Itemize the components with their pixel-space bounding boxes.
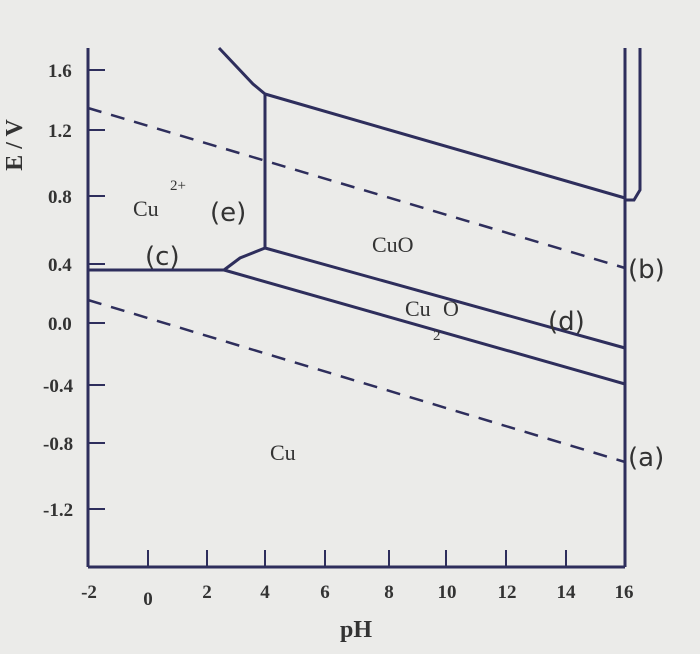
x-tick-label: 2 <box>202 582 212 603</box>
y-tick-label: 0.4 <box>48 255 72 276</box>
curve-label-e: (e) <box>210 198 246 228</box>
x-tick-label: 8 <box>384 582 394 603</box>
region-label-cuo: CuO <box>372 232 414 257</box>
region-label-cu2o-oxygen: O <box>443 296 459 321</box>
x-tick-label: 10 <box>438 582 457 603</box>
region-label-cu2plus-charge: 2+ <box>170 178 186 194</box>
boundary-cu2o-cu <box>223 268 626 386</box>
x-ticks <box>147 550 567 567</box>
y-tick-label: -0.8 <box>43 434 73 455</box>
x-tick-label: 6 <box>320 582 330 603</box>
x-axis-title: pH <box>340 617 372 643</box>
x-tick-label: 0 <box>143 589 153 610</box>
plot-frame <box>86 48 642 569</box>
y-tick-label: 0.8 <box>48 187 72 208</box>
x-tick-label: 12 <box>498 582 517 603</box>
x-tick-label: 16 <box>615 582 634 603</box>
y-axis-title: E / V <box>2 119 28 171</box>
curve-label-b: (b) <box>628 255 665 285</box>
curve-label-c: (c) <box>145 242 180 272</box>
y-ticks <box>88 69 105 510</box>
region-label-cu: Cu <box>270 440 296 465</box>
curve-label-a: (a) <box>628 443 664 473</box>
right-border-outer <box>625 48 642 202</box>
region-label-cu2o: Cu <box>405 296 431 321</box>
region-label-cu2o-subscript: 2 <box>433 328 441 344</box>
water-lines <box>87 106 626 464</box>
y-tick-label: -1.2 <box>43 500 73 521</box>
x-tick-label: 4 <box>260 582 270 603</box>
region-label-cu2plus: Cu <box>133 196 159 221</box>
y-tick-label: 1.6 <box>48 61 72 82</box>
x-tick-label: -2 <box>81 582 97 603</box>
y-tick-label: 1.2 <box>48 121 72 142</box>
boundary-cuo-upper <box>264 92 626 200</box>
y-tick-label: 0.0 <box>48 314 72 335</box>
dashed-line-a <box>87 298 626 464</box>
y-tick-label: -0.4 <box>43 376 74 397</box>
dashed-line-b <box>87 106 626 270</box>
x-tick-label: 14 <box>557 582 577 603</box>
boundary-d <box>264 246 626 350</box>
curve-label-d: (d) <box>548 307 585 337</box>
boundary-cu2-cuo-lower <box>223 246 266 272</box>
boundary-cu2-cuo-upper <box>217 46 266 96</box>
phase-boundaries <box>88 46 626 386</box>
